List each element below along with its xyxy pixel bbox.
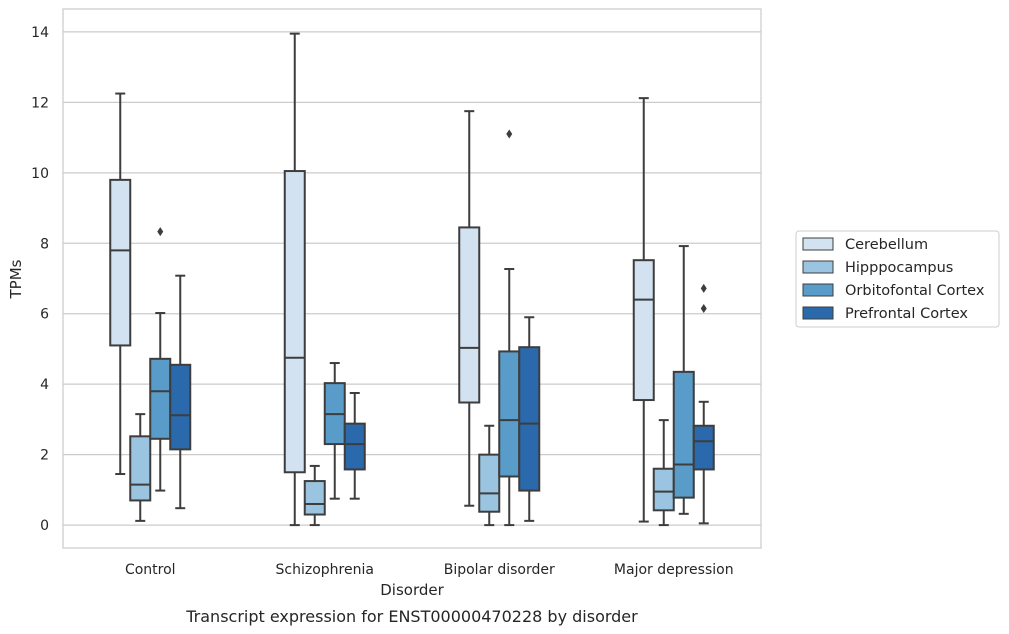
- box-iqr: [283, 170, 306, 474]
- box-group: [343, 391, 366, 500]
- box-group: [652, 419, 675, 527]
- box-group: [458, 110, 481, 507]
- box-group: [323, 362, 346, 500]
- box-group: [169, 274, 192, 510]
- outlier-point: [700, 283, 707, 293]
- box-iqr: [478, 453, 501, 513]
- box-group: [518, 316, 541, 522]
- box-iqr: [169, 363, 192, 451]
- box-iqr: [672, 370, 695, 499]
- legend-swatch: [802, 306, 834, 320]
- x-tick-label: Bipolar disorder: [444, 562, 555, 578]
- outlier-point: [157, 227, 164, 237]
- y-tick-label: 14: [31, 25, 49, 41]
- y-axis-ticks: 0 2 4 6 8 10 12 14: [31, 25, 49, 534]
- legend-label: Prefrontal Cortex: [845, 306, 968, 322]
- box-iqr: [109, 178, 132, 347]
- box-group: [692, 283, 715, 525]
- box-group: [283, 32, 306, 527]
- box-iqr: [632, 259, 655, 402]
- box-group: [672, 245, 695, 515]
- box-iqr: [149, 357, 172, 440]
- box-iqr: [518, 346, 541, 492]
- legend-label: Cerebellum: [845, 237, 928, 253]
- gridlines: [63, 31, 761, 526]
- y-tick-label: 2: [40, 448, 49, 464]
- box-group: [129, 413, 152, 522]
- y-tick-label: 6: [40, 307, 49, 323]
- box-group: [478, 424, 501, 527]
- x-axis-ticks: Control Schizophrenia Bipolar disorder Majo…: [125, 562, 734, 578]
- box-iqr: [458, 226, 481, 404]
- x-tick-label: Major depression: [614, 562, 734, 578]
- box-group: [303, 464, 326, 527]
- box-iqr: [303, 480, 326, 516]
- y-tick-label: 0: [40, 518, 49, 534]
- box-iqr: [129, 435, 152, 502]
- x-tick-label: Schizophrenia: [276, 562, 374, 578]
- outlier-point: [506, 129, 513, 139]
- chart-caption: Transcript expression for ENST0000047022…: [185, 607, 638, 626]
- box-group: [109, 92, 132, 476]
- y-tick-label: 4: [40, 377, 49, 393]
- x-tick-label: Control: [125, 562, 176, 578]
- legend: Cerebellum Hipppocampus Orbitofontal Corte…: [795, 230, 1000, 328]
- legend-swatch: [802, 260, 834, 274]
- legend-swatch: [802, 237, 834, 251]
- box-iqr: [652, 467, 675, 512]
- legend-label: Orbitofontal Cortex: [845, 283, 985, 299]
- y-axis-label: TPMs: [7, 259, 25, 299]
- box-plot-series: [109, 32, 715, 527]
- y-tick-label: 8: [40, 236, 49, 252]
- box-iqr: [692, 424, 715, 471]
- box-group: [632, 97, 655, 523]
- box-iqr: [498, 350, 521, 478]
- y-tick-label: 10: [31, 166, 49, 182]
- legend-label: Hipppocampus: [845, 260, 953, 276]
- outlier-point: [700, 303, 707, 313]
- plot-frame: [62, 8, 762, 549]
- box-group: [149, 227, 172, 492]
- box-group: [498, 129, 521, 527]
- y-tick-label: 12: [31, 95, 49, 111]
- legend-frame: [795, 230, 1000, 328]
- legend-swatch: [802, 283, 834, 297]
- box-iqr: [343, 422, 366, 471]
- x-axis-label: Disorder: [380, 581, 444, 599]
